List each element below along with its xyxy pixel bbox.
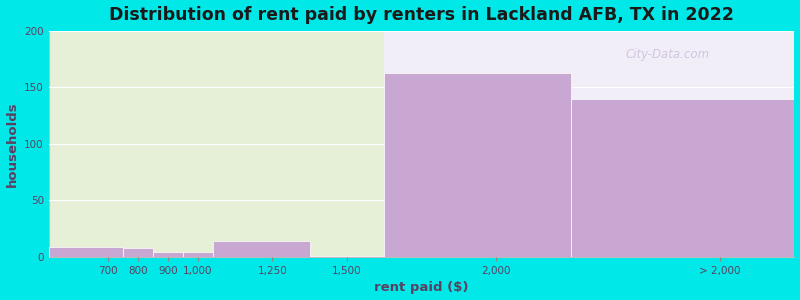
Bar <box>213 241 310 257</box>
Y-axis label: households: households <box>6 101 18 187</box>
Bar <box>384 31 794 257</box>
Bar <box>153 252 183 257</box>
Bar <box>384 73 570 257</box>
Bar <box>183 252 213 257</box>
Bar <box>310 256 384 257</box>
Bar <box>49 247 123 257</box>
Text: City-Data.com: City-Data.com <box>626 48 710 61</box>
Title: Distribution of rent paid by renters in Lackland AFB, TX in 2022: Distribution of rent paid by renters in … <box>109 6 734 24</box>
Bar <box>123 248 153 257</box>
Bar <box>570 98 794 257</box>
X-axis label: rent paid ($): rent paid ($) <box>374 281 469 294</box>
